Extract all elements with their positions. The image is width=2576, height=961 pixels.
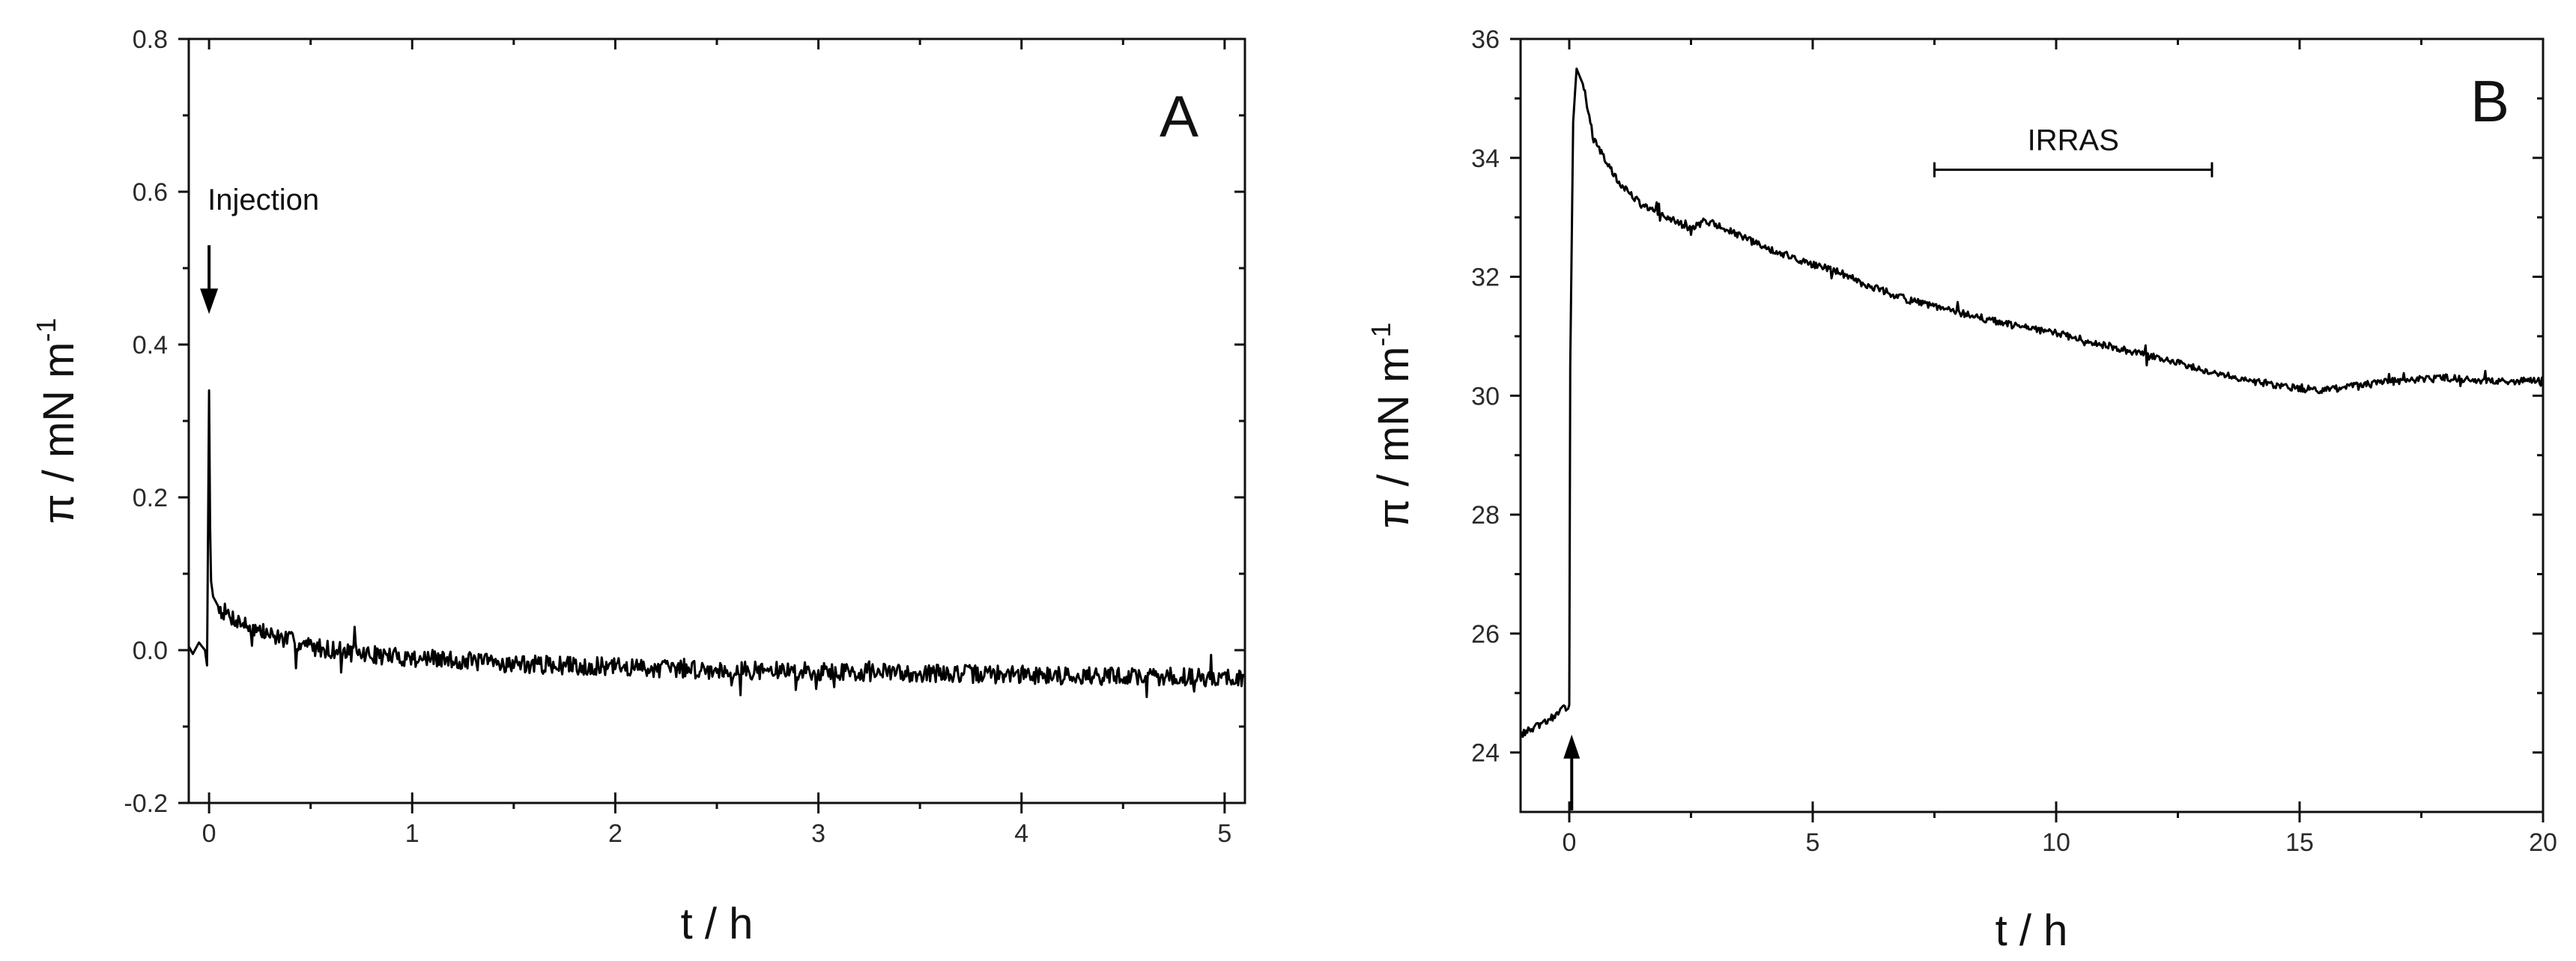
y-tick-label: 0.6 — [133, 178, 168, 207]
x-tick-label: 20 — [2529, 828, 2557, 857]
panel-b-y-axis-label-main: π / mN m — [1369, 347, 1418, 529]
y-tick-label: -0.2 — [124, 789, 168, 818]
panel-b-label: B — [2470, 68, 2509, 134]
panel-a-y-axis-label: π / mN m-1 — [31, 318, 83, 524]
y-tick-label: 28 — [1471, 501, 1500, 530]
panel-b-annotations: IRRAS — [1563, 124, 2213, 810]
panel-a-label: A — [1160, 83, 1198, 149]
panel-a-plot-area — [187, 389, 1246, 698]
y-tick-label: 26 — [1471, 620, 1500, 649]
panel-a: 0 1 2 3 4 5 -0.2 0.0 0.2 0.4 0.6 0.8 A t / h π / mN… — [31, 25, 1246, 948]
y-tick-label: 0.0 — [133, 637, 168, 665]
panel-a-x-axis-label: t / h — [681, 900, 754, 948]
y-tick-label: 0.2 — [133, 484, 168, 512]
injection-arrow-icon — [200, 288, 219, 315]
x-tick-label: 2 — [608, 819, 622, 848]
injection-label: Injection — [207, 184, 319, 216]
panel-a-y-axis-label-superscript: -1 — [31, 318, 61, 342]
y-tick-label: 24 — [1471, 739, 1500, 768]
panel-b-y-axis-label: π / mN m-1 — [1366, 322, 1418, 528]
panel-b-ticks: 0 5 10 15 20 24 26 28 30 32 34 36 — [1471, 25, 2557, 857]
panel-b: 0 5 10 15 20 24 26 28 30 32 34 36 B t / h π / mN m-… — [1366, 25, 2557, 955]
data-series-line — [187, 389, 1246, 698]
panel-a-ticks: 0 1 2 3 4 5 -0.2 0.0 0.2 0.4 0.6 0.8 — [124, 25, 1245, 848]
x-tick-label: 0 — [1563, 828, 1577, 857]
panel-b-y-axis-label-superscript: -1 — [1366, 322, 1396, 346]
y-tick-label: 0.8 — [133, 25, 168, 54]
panel-a-frame — [187, 37, 1246, 804]
data-series-line — [1519, 67, 2545, 739]
x-tick-label: 10 — [2042, 828, 2070, 857]
panel-a-y-axis-label-main: π / mN m — [34, 342, 83, 524]
x-tick-label: 15 — [2285, 828, 2314, 857]
panel-b-frame — [1519, 37, 2545, 813]
y-tick-label: 0.4 — [133, 331, 168, 360]
x-tick-label: 3 — [811, 819, 825, 848]
x-tick-label: 5 — [1217, 819, 1231, 848]
y-tick-label: 36 — [1471, 25, 1500, 54]
irras-label: IRRAS — [2028, 124, 2119, 157]
panel-b-x-axis-label: t / h — [1995, 906, 2068, 955]
x-tick-label: 0 — [202, 819, 216, 848]
y-tick-label: 32 — [1471, 264, 1500, 292]
panel-b-plot-area — [1519, 67, 2545, 739]
panel-a-annotations: Injection — [200, 184, 319, 315]
y-tick-label: 30 — [1471, 382, 1500, 410]
x-tick-label: 1 — [405, 819, 419, 848]
x-tick-label: 5 — [1806, 828, 1820, 857]
x-tick-label: 4 — [1014, 819, 1028, 848]
y-tick-label: 34 — [1471, 145, 1500, 173]
injection-arrow-up-icon — [1563, 734, 1581, 759]
